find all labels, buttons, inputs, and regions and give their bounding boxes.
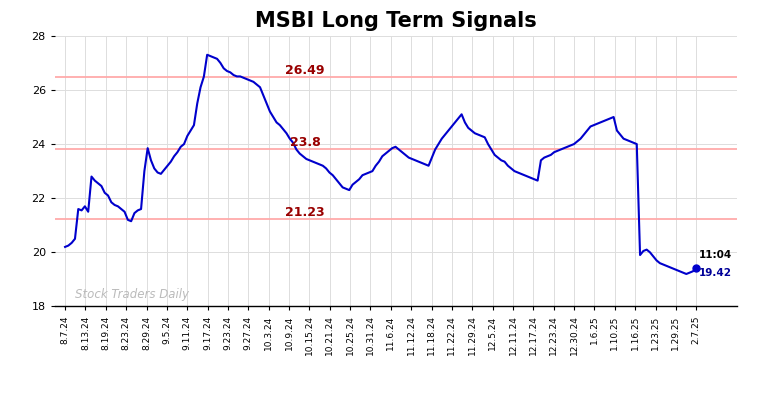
Title: MSBI Long Term Signals: MSBI Long Term Signals — [255, 12, 537, 31]
Text: 21.23: 21.23 — [285, 206, 325, 219]
Text: 26.49: 26.49 — [285, 64, 325, 77]
Text: 11:04: 11:04 — [699, 250, 732, 260]
Text: 19.42: 19.42 — [699, 268, 732, 278]
Text: 23.8: 23.8 — [289, 137, 321, 150]
Text: Stock Traders Daily: Stock Traders Daily — [75, 288, 189, 301]
